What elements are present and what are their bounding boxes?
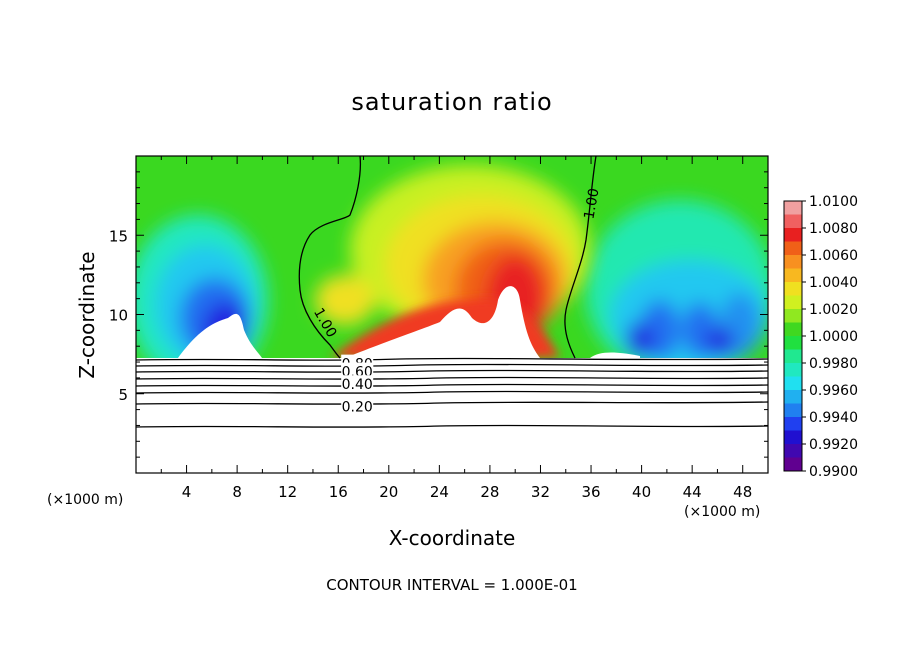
x-unit-label-right: (×1000 m) [684,504,761,520]
x-tick-label: 32 [531,483,550,501]
colorbar-swatch [784,376,802,391]
contour-label-bg [341,362,374,379]
cloud-regions [178,286,640,358]
x-tick-label: 24 [430,483,449,501]
contour-label-text: 1.00 [581,187,602,220]
colorbar-swatch [784,241,802,256]
contour-label: 0.40 [341,375,374,393]
colorbar-swatch [784,363,802,377]
contour-interval-note: CONTOUR INTERVAL = 1.000E-01 [326,576,578,594]
contour-label: 1.00 [581,187,602,220]
x-axis-ticks: 4 8 12 16 20 24 28 32 36 40 44 48 [160,156,752,501]
colorbar-swatch [784,201,802,215]
colorbar-swatch [784,322,802,337]
x-axis-label: X-coordinate [388,526,516,550]
colorbar-tick-label: 1.0040 [809,275,858,291]
contour-label: 0.20 [341,397,374,415]
contour-0.20 [136,401,768,405]
colorbar-tick-label: 0.9900 [809,464,858,480]
colorbar-swatch [784,268,802,283]
y-tick-label: 15 [109,227,128,245]
colorbar-swatch [784,309,802,323]
contour-0.80 [136,357,768,361]
contour-label-bg [341,375,374,392]
contour-0.70 [136,363,768,367]
x-unit-label-left: (×1000 m) [47,492,124,508]
x-tick-label: 36 [581,483,600,501]
colorbar-swatch [784,255,802,269]
colorbar-tick-label: 1.0000 [809,329,858,345]
y-axis-ticks: 5 10 15 [109,171,768,458]
colorbar-swatch [784,214,802,229]
x-tick-label: 48 [733,483,752,501]
colorbar-tick-label: 1.0100 [809,194,858,210]
contour-1.00-right [564,156,597,359]
contour-label-text: 0.20 [342,399,373,415]
supersaturated-plume [315,165,590,345]
contour-lines [136,156,768,428]
colorbar-tick-label: 1.0020 [809,302,858,318]
colorbar-swatch [784,336,802,350]
contour-0.50 [136,376,768,380]
colorbar-swatch [784,457,802,472]
x-tick-label: 44 [683,483,702,501]
contour-0.10 [136,424,768,428]
colorbar-tick-label: 1.0080 [809,221,858,237]
chart-title: saturation ratio [351,88,553,116]
colorbar-tick-label: 0.9960 [809,383,858,399]
colorbar-swatch [784,430,802,445]
contour-labels: 1.001.000.800.600.400.20 [310,187,603,415]
colorbar-swatch [784,403,802,418]
contour-label-text: 0.40 [342,377,373,393]
x-tick-label: 16 [329,483,348,501]
contour-0.30 [136,390,768,394]
right-moist-region [585,200,768,380]
colorbar-swatch [784,349,802,364]
colorbar-tick-label: 0.9980 [809,356,858,372]
lower-unshaded-region [136,358,768,473]
contour-0.40 [136,383,768,387]
colorbar-tick-label: 0.9920 [809,437,858,453]
contour-1.00-left [298,156,362,359]
x-tick-label: 40 [632,483,651,501]
colorbar-swatch [784,282,802,296]
colorbar-swatch [784,444,802,458]
colorbar-swatch [784,390,802,404]
x-tick-label: 28 [480,483,499,501]
x-tick-label: 12 [278,483,297,501]
x-tick-label: 8 [232,483,242,501]
y-tick-label: 10 [109,307,128,325]
colorbar-tick-label: 0.9940 [809,410,858,426]
contour-label-bg [341,397,374,414]
colorbar: 1.0100 1.0080 1.0060 1.0040 1.0020 1.0000 0.99… [783,194,858,480]
colorbar-swatch [784,295,802,310]
x-tick-label: 20 [379,483,398,501]
colorbar-swatch [784,417,802,431]
contour-0.60 [136,369,768,373]
y-axis-label: Z-coordinate [75,251,99,378]
y-tick-label: 5 [118,386,128,404]
x-tick-label: 4 [182,483,192,501]
colorbar-tick-label: 1.0060 [809,248,858,264]
plot-area: 1.001.000.800.600.400.20 [136,156,768,473]
colorbar-swatch [784,228,802,242]
